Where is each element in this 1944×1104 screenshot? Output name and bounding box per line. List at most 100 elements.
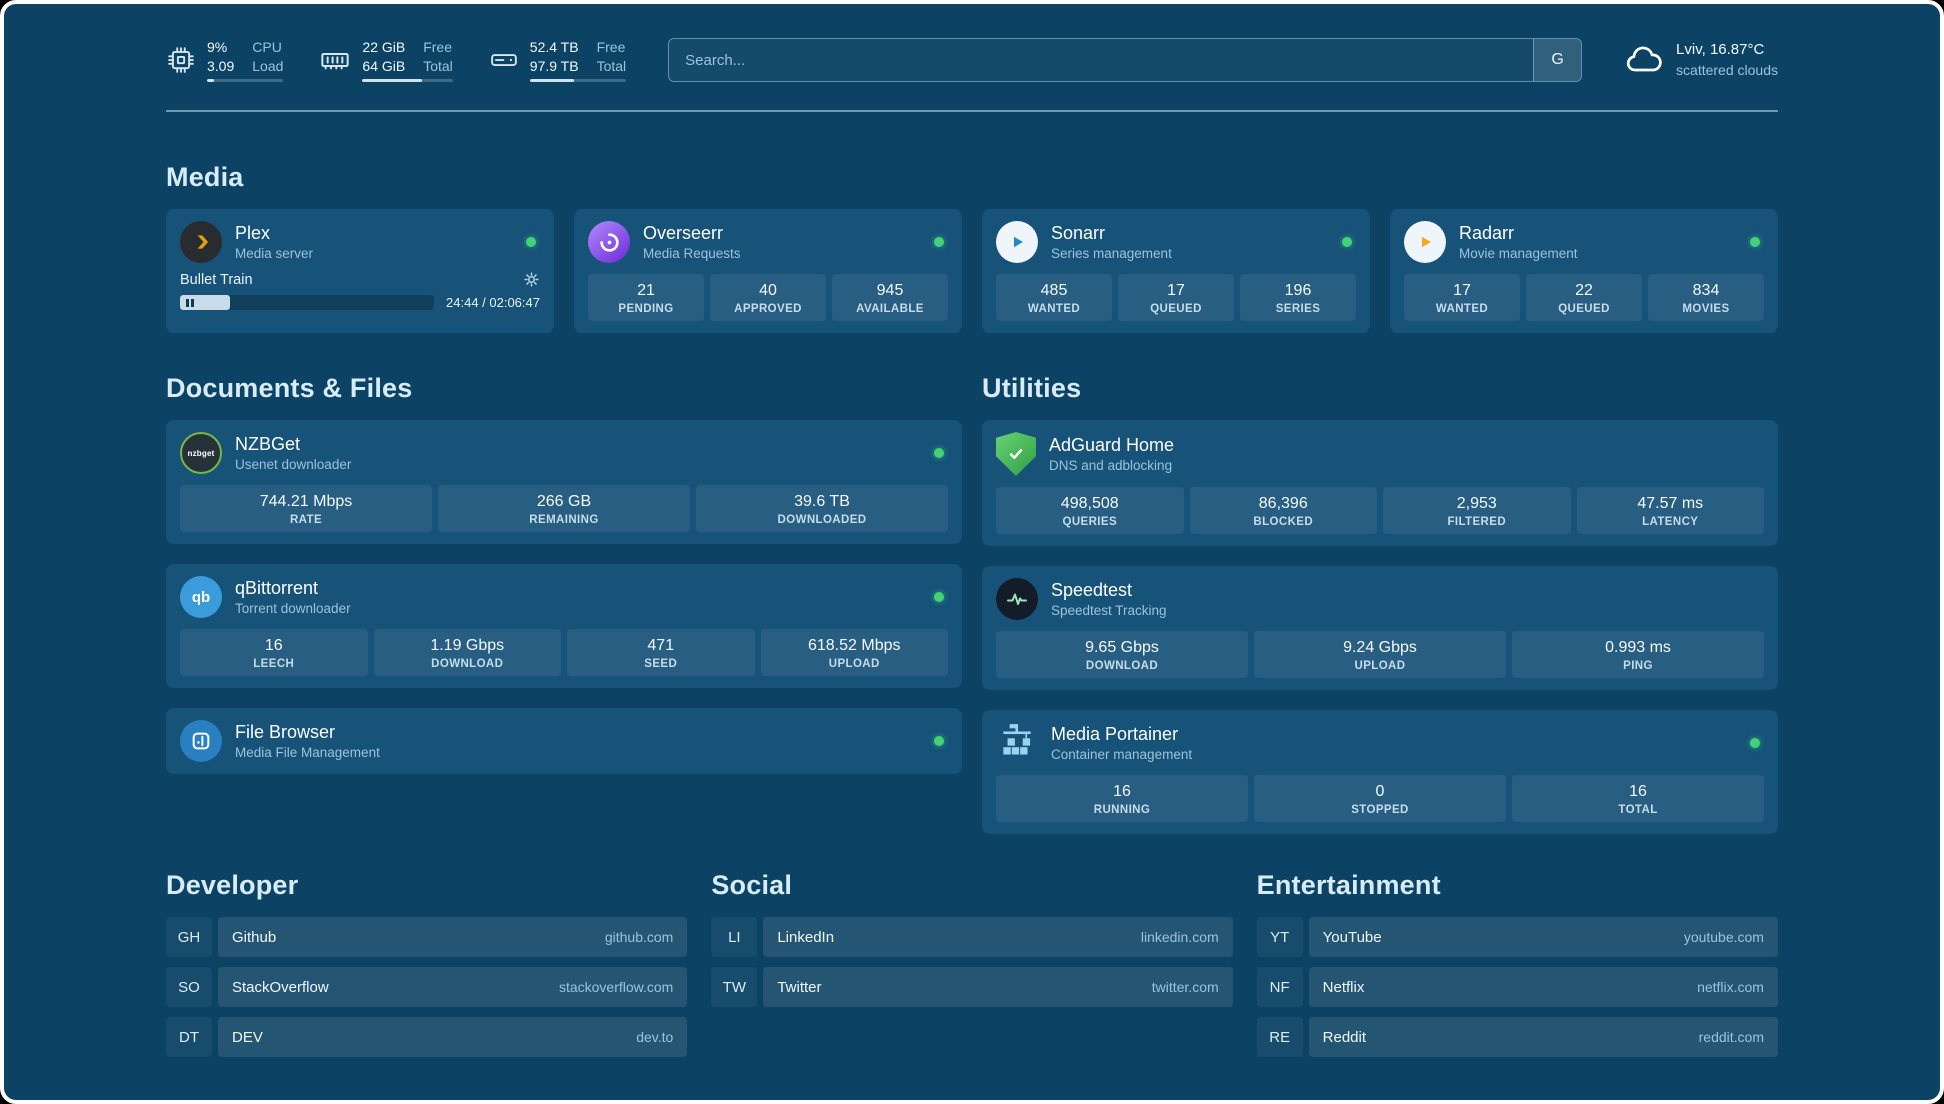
middle-columns: Documents & Files nzbget NZBGet Usenet d… bbox=[166, 373, 1778, 834]
top-bar: 9% 3.09 CPU Load bbox=[166, 38, 1778, 82]
stat-value: 2,953 bbox=[1456, 495, 1497, 512]
search-bar[interactable]: G bbox=[668, 38, 1583, 82]
bookmark-url: twitter.com bbox=[1151, 979, 1219, 995]
adguard-shield-icon bbox=[996, 432, 1036, 476]
bookmark-item[interactable]: TW Twitter twitter.com bbox=[711, 967, 1233, 1007]
memory-total-label: Total bbox=[423, 57, 453, 74]
bookmark-item[interactable]: LI LinkedIn linkedin.com bbox=[711, 917, 1233, 957]
stat-label: SEED bbox=[644, 658, 678, 670]
memory-readout: 22 GiB 64 GiB Free Total bbox=[362, 38, 453, 82]
stats-row: 498,508 QUERIES 86,396 BLOCKED bbox=[996, 487, 1764, 534]
service-card-filebrowser[interactable]: File Browser Media File Management bbox=[166, 708, 962, 774]
stat-label: STOPPED bbox=[1351, 804, 1409, 816]
stat-value: 471 bbox=[647, 637, 675, 654]
cpu-readout: 9% 3.09 CPU Load bbox=[207, 38, 284, 82]
bookmark-abbr: NF bbox=[1256, 967, 1303, 1007]
stat-value: 9.65 Gbps bbox=[1085, 639, 1159, 656]
stats-row: 17 WANTED 22 QUEUED 834 MOVIES bbox=[1404, 274, 1764, 321]
card-title: qBittorrent bbox=[235, 577, 319, 598]
bookmark-list: LI LinkedIn linkedin.com TW Twitter twit bbox=[711, 917, 1233, 1007]
bookmark-item[interactable]: NF Netflix netflix.com bbox=[1256, 967, 1778, 1007]
service-card-qbittorrent[interactable]: qb qBittorrent Torrent downloader bbox=[166, 564, 962, 688]
bookmark-url: netflix.com bbox=[1697, 979, 1764, 995]
stat-value: 16 bbox=[264, 637, 283, 654]
cpu-progress-bar bbox=[207, 78, 284, 82]
bookmark-url: github.com bbox=[604, 929, 674, 945]
stat-label: UPLOAD bbox=[828, 658, 880, 670]
disk-readout: 52.4 TB 97.9 TB Free Total bbox=[529, 38, 627, 82]
bookmark-abbr: YT bbox=[1256, 917, 1303, 957]
bookmark-name: LinkedIn bbox=[777, 928, 835, 946]
bookmark-item[interactable]: GH Github github.com bbox=[166, 917, 688, 957]
service-card-overseerr[interactable]: Overseerr Media Requests 21 PENDING bbox=[574, 209, 962, 333]
card-titles: Radarr Movie management bbox=[1459, 223, 1578, 262]
stat-tile: 471 SEED bbox=[567, 629, 755, 676]
bookmark-abbr: DT bbox=[166, 1017, 212, 1057]
stat-value: 834 bbox=[1692, 282, 1720, 299]
bookmark-abbr: GH bbox=[166, 917, 212, 957]
pause-icon[interactable] bbox=[186, 298, 194, 307]
bookmark-url: reddit.com bbox=[1698, 1029, 1764, 1045]
card-titles: AdGuard Home DNS and adblocking bbox=[1049, 435, 1174, 474]
bookmark-link: Netflix netflix.com bbox=[1308, 967, 1778, 1007]
service-card-media-portainer[interactable]: Media Portainer Container management 16 … bbox=[982, 710, 1778, 834]
bookmark-item[interactable]: RE Reddit reddit.com bbox=[1256, 1017, 1778, 1057]
stat-value: 498,508 bbox=[1060, 495, 1119, 512]
section-title-developer: Developer bbox=[166, 870, 299, 900]
bookmark-group-entertainment: Entertainment YT YouTube youtube.com bbox=[1256, 870, 1778, 1057]
now-playing-title: Bullet Train bbox=[180, 271, 253, 288]
status-dot bbox=[1750, 738, 1760, 748]
card-header: qb qBittorrent Torrent downloader bbox=[180, 576, 948, 618]
stat-label: TOTAL bbox=[1618, 804, 1658, 816]
bookmark-link: LinkedIn linkedin.com bbox=[763, 917, 1233, 957]
disk-total-value: 97.9 TB bbox=[529, 57, 579, 74]
resource-monitors: 9% 3.09 CPU Load bbox=[166, 38, 627, 82]
qbittorrent-icon-text: qb bbox=[191, 588, 211, 606]
stat-tile: 0.993 ms PING bbox=[1512, 631, 1764, 678]
stat-label: AVAILABLE bbox=[856, 303, 924, 315]
stat-tile: 2,953 FILTERED bbox=[1383, 487, 1571, 534]
stat-tile: 16 TOTAL bbox=[1512, 775, 1764, 822]
stat-value: 196 bbox=[1284, 282, 1312, 299]
filebrowser-icon bbox=[180, 720, 222, 762]
bookmark-url: linkedin.com bbox=[1140, 929, 1219, 945]
documents-files-stack: nzbget NZBGet Usenet downloader bbox=[166, 420, 962, 774]
bookmark-item[interactable]: YT YouTube youtube.com bbox=[1256, 917, 1778, 957]
stat-label: LEECH bbox=[253, 658, 295, 670]
bookmark-item[interactable]: DT DEV dev.to bbox=[166, 1017, 688, 1057]
stat-label: QUEUED bbox=[1150, 303, 1202, 315]
service-card-sonarr[interactable]: Sonarr Series management 485 WANTED bbox=[982, 209, 1370, 333]
cloud-icon bbox=[1624, 40, 1664, 80]
card-header: nzbget NZBGet Usenet downloader bbox=[180, 432, 948, 474]
service-card-speedtest[interactable]: Speedtest Speedtest Tracking 9.65 Gbps D… bbox=[982, 566, 1778, 690]
service-card-adguard-home[interactable]: AdGuard Home DNS and adblocking 498,508 … bbox=[982, 420, 1778, 546]
playback-time: 24:44 / 02:06:47 bbox=[446, 295, 540, 310]
service-card-plex[interactable]: Plex Media server Bullet Train bbox=[166, 209, 554, 333]
bookmark-group-social: Social LI LinkedIn linkedin.com bbox=[711, 870, 1233, 1057]
stat-label: FILTERED bbox=[1447, 516, 1507, 528]
search-input[interactable] bbox=[669, 39, 1534, 81]
playback-progress-bar[interactable] bbox=[180, 295, 435, 310]
speedtest-pulse-icon bbox=[996, 578, 1038, 620]
bookmark-item[interactable]: SO StackOverflow stackoverflow.com bbox=[166, 967, 688, 1007]
overseerr-icon bbox=[588, 221, 630, 263]
card-header: File Browser Media File Management bbox=[180, 720, 948, 762]
stats-row: 16 LEECH 1.19 Gbps DOWNLOAD 47 bbox=[180, 629, 948, 676]
service-card-radarr[interactable]: Radarr Movie management 17 WANTED bbox=[1390, 209, 1778, 333]
stat-tile: 17 QUEUED bbox=[1118, 274, 1234, 321]
card-header: Radarr Movie management bbox=[1404, 221, 1764, 263]
settings-gear-icon[interactable] bbox=[523, 271, 540, 288]
stat-label: WANTED bbox=[1435, 303, 1489, 315]
stat-value: 16 bbox=[1113, 783, 1131, 800]
stats-row: 744.21 Mbps RATE 266 GB REMAINING bbox=[180, 485, 948, 532]
stat-label: LATENCY bbox=[1642, 516, 1699, 528]
bookmark-list: GH Github github.com SO StackOverflow st bbox=[166, 917, 688, 1057]
card-subtitle: Torrent downloader bbox=[235, 601, 351, 617]
stat-tile: 16 LEECH bbox=[180, 629, 368, 676]
stat-value: 39.6 TB bbox=[794, 493, 850, 510]
search-provider-button[interactable]: G bbox=[1533, 39, 1582, 81]
utilities-stack: AdGuard Home DNS and adblocking 498,508 … bbox=[982, 420, 1778, 834]
memory-total-value: 64 GiB bbox=[362, 57, 406, 74]
stat-tile: 485 WANTED bbox=[996, 274, 1112, 321]
service-card-nzbget[interactable]: nzbget NZBGet Usenet downloader bbox=[166, 420, 962, 544]
